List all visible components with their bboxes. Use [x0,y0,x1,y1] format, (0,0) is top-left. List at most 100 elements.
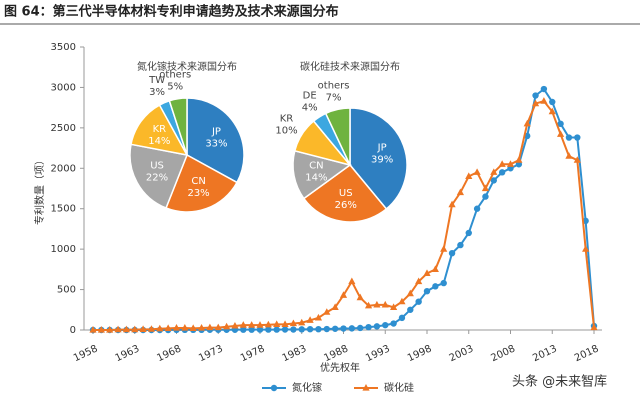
point [415,277,423,285]
x-tick-label: 2013 [531,343,559,364]
y-axis-label: 专利数量（项） [33,155,46,225]
point [448,200,456,208]
point [139,325,147,332]
point [348,277,356,285]
point [574,134,581,141]
point [289,319,297,327]
slice-value: 4% [302,102,318,113]
x-tick-label: 2003 [448,343,476,364]
point [340,325,347,332]
point [240,326,247,333]
slice-value: 5% [167,82,183,93]
slice-value: 10% [275,126,297,137]
point [440,279,447,287]
point [540,97,548,104]
slice-label: CN [191,176,205,187]
slice-label: KR [280,114,294,125]
point [364,301,373,309]
pie-slice [168,97,188,156]
point [197,323,206,331]
point [482,193,489,200]
y-tick-label: 2000 [51,163,76,174]
point [582,245,590,252]
point [373,323,381,330]
x-tick-label: 1993 [364,343,392,364]
pie-title: 氮化镓技术来源国分布 [137,60,237,73]
y-tick-label: 1000 [51,244,76,255]
point [465,172,473,179]
point [557,130,565,137]
point [114,325,122,333]
point [515,156,523,163]
point [281,326,289,333]
legend-label: 碳化硅 [384,381,414,394]
point [248,326,255,333]
point [214,323,222,331]
x-tick-label: 1988 [322,343,350,364]
y-tick-label: 3500 [51,42,76,53]
point [565,134,573,141]
x-axis-label: 优先权年 [320,361,360,374]
x-tick-label: 1998 [406,343,434,364]
point [265,326,272,333]
point [406,289,414,297]
page-title: 图 64：第三代半导体材料专利申请趋势及技术来源国分布 [4,4,339,20]
point [122,325,130,333]
point [264,320,272,328]
point [206,323,214,331]
point [314,313,323,321]
point [398,314,406,322]
x-tick-label: 2008 [489,343,517,364]
y-tick-label: 2500 [51,123,76,134]
point [565,152,573,159]
point [423,287,431,295]
y-tick-label: 1500 [51,204,76,215]
point [181,323,189,331]
point [106,326,114,333]
x-tick-label: 1958 [72,343,100,364]
point [432,283,439,290]
point [523,119,531,127]
point [415,298,422,305]
slice-value: 26% [335,200,357,211]
point [557,120,564,128]
point [481,184,490,192]
point [298,326,305,333]
point [164,324,172,331]
y-tick-label: 500 [57,285,76,296]
slice-label: JP [211,127,221,138]
pie-title: 碳化硅技术来源国分布 [300,60,400,73]
slice-value: 22% [146,172,168,183]
point [590,323,598,331]
point [131,325,139,333]
point [423,269,431,276]
legend-label: 氮化镓 [292,381,322,394]
point [331,325,339,332]
point [373,300,381,308]
point [398,297,406,305]
slice-label: others [159,70,191,81]
point [281,320,289,327]
point [273,320,281,327]
slice-value: 23% [187,188,209,199]
point [540,85,548,93]
x-tick-label: 1973 [197,343,225,364]
slice-label: US [339,188,353,199]
pie-slice [349,107,408,210]
slice-value: 7% [326,93,342,104]
slice-value: 39% [371,154,393,165]
point [498,160,506,167]
point [306,325,314,333]
y-tick-label: 3000 [51,82,76,93]
slice-label: TW [148,75,165,86]
point [440,245,448,252]
pie-slice [186,97,245,184]
point [323,308,331,315]
point [390,303,398,310]
point [89,326,97,333]
point [273,326,280,333]
slice-label: KR [153,124,167,135]
point [448,249,456,257]
point [172,323,181,331]
